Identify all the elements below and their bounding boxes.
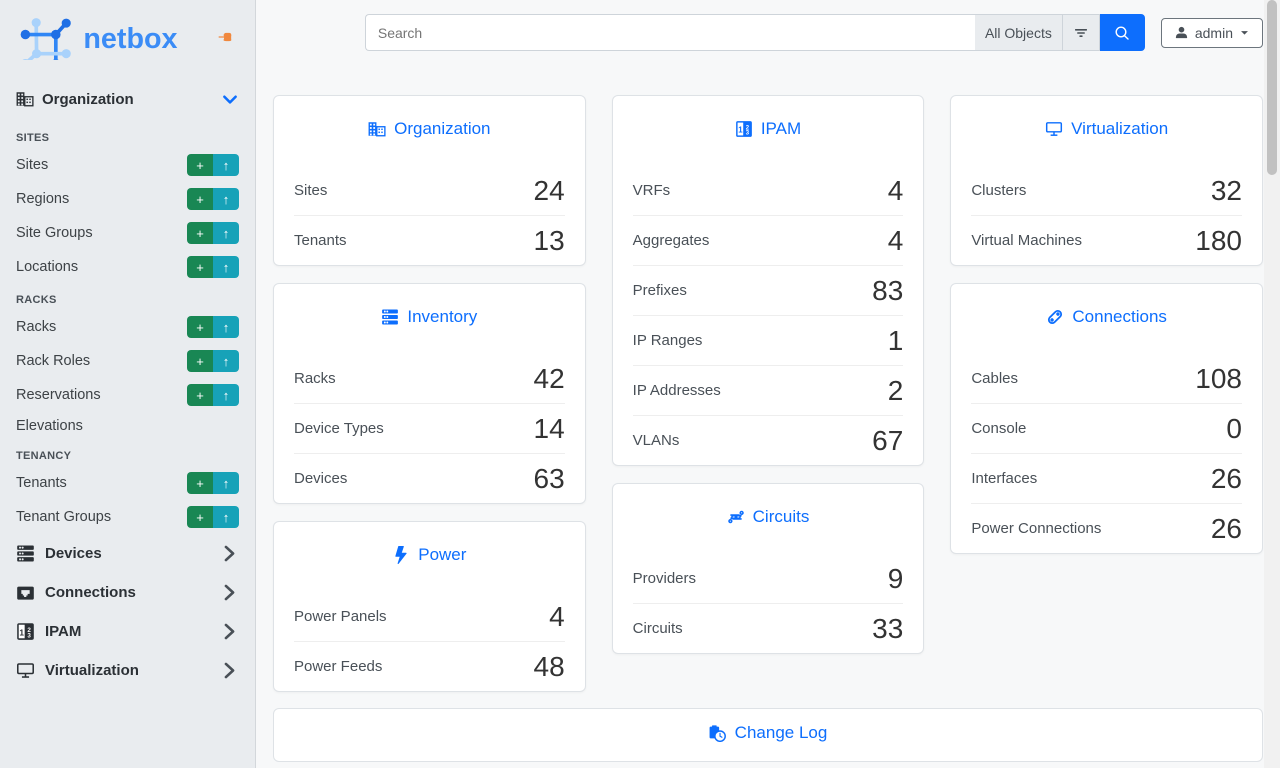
svg-text:1: 1 <box>19 627 24 637</box>
svg-text:1: 1 <box>738 126 743 135</box>
svg-text:3: 3 <box>27 632 31 639</box>
svg-text:netbox: netbox <box>83 23 177 55</box>
